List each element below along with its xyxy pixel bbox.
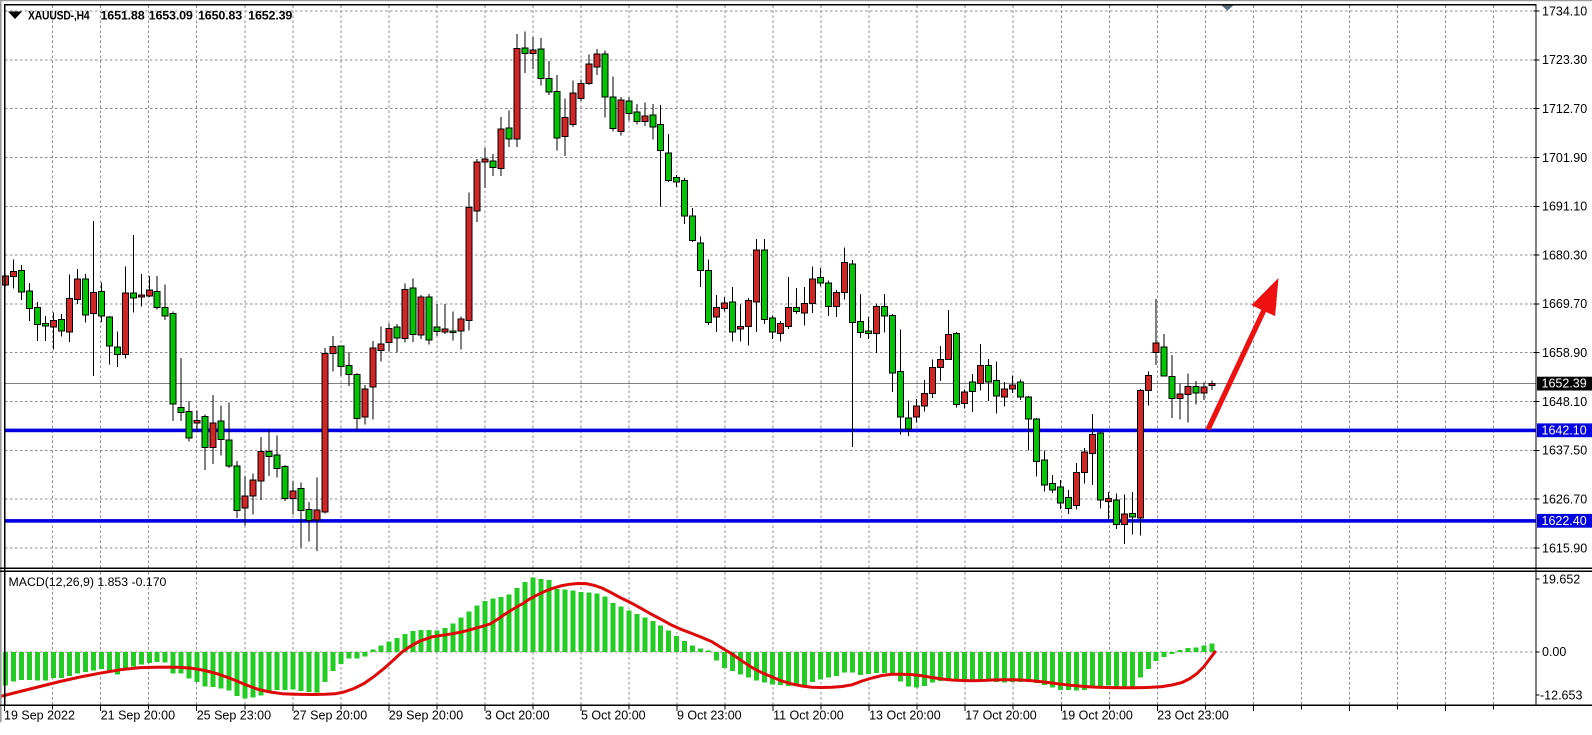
svg-text:5 Oct 20:00: 5 Oct 20:00	[581, 708, 646, 722]
svg-text:1691.10: 1691.10	[1542, 200, 1587, 214]
svg-text:23 Oct 23:00: 23 Oct 23:00	[1157, 708, 1229, 722]
svg-text:1652.39: 1652.39	[248, 9, 292, 23]
svg-text:1680.30: 1680.30	[1542, 248, 1587, 262]
svg-text:3 Oct 20:00: 3 Oct 20:00	[485, 708, 550, 722]
svg-text:13 Oct 20:00: 13 Oct 20:00	[869, 708, 941, 722]
svg-text:25 Sep 23:00: 25 Sep 23:00	[197, 708, 271, 722]
svg-text:19 Oct 20:00: 19 Oct 20:00	[1061, 708, 1133, 722]
svg-text:19.652: 19.652	[1542, 573, 1580, 587]
svg-text:XAUUSD-,H4: XAUUSD-,H4	[28, 9, 90, 23]
svg-text:1615.90: 1615.90	[1542, 541, 1587, 555]
svg-text:1652.39: 1652.39	[1542, 377, 1587, 391]
svg-text:1723.30: 1723.30	[1542, 53, 1587, 67]
svg-text:1669.70: 1669.70	[1542, 297, 1587, 311]
svg-text:1701.90: 1701.90	[1542, 151, 1587, 165]
svg-text:29 Sep 20:00: 29 Sep 20:00	[389, 708, 463, 722]
svg-text:1648.10: 1648.10	[1542, 395, 1587, 409]
svg-text:27 Sep 20:00: 27 Sep 20:00	[293, 708, 367, 722]
svg-text:-12.653: -12.653	[1540, 688, 1582, 702]
svg-text:1642.10: 1642.10	[1542, 423, 1587, 437]
svg-text:1626.70: 1626.70	[1542, 493, 1587, 507]
svg-text:0.00: 0.00	[1542, 645, 1566, 659]
svg-text:11 Oct 20:00: 11 Oct 20:00	[773, 708, 844, 722]
svg-text:1622.40: 1622.40	[1542, 514, 1587, 528]
svg-text:17 Oct 20:00: 17 Oct 20:00	[965, 708, 1037, 722]
svg-text:1712.70: 1712.70	[1542, 102, 1587, 116]
svg-text:1658.90: 1658.90	[1542, 346, 1587, 360]
svg-text:1650.83: 1650.83	[198, 9, 242, 23]
svg-text:21 Sep 20:00: 21 Sep 20:00	[101, 708, 175, 722]
svg-text:9 Oct 23:00: 9 Oct 23:00	[677, 708, 742, 722]
svg-text:19 Sep 2022: 19 Sep 2022	[4, 708, 75, 722]
svg-text:1734.10: 1734.10	[1542, 4, 1587, 18]
svg-text:1653.09: 1653.09	[149, 9, 193, 23]
svg-text:1637.50: 1637.50	[1542, 444, 1587, 458]
svg-text:1651.88: 1651.88	[101, 9, 145, 23]
svg-text:MACD(12,26,9) 1.853 -0.170: MACD(12,26,9) 1.853 -0.170	[9, 575, 167, 589]
